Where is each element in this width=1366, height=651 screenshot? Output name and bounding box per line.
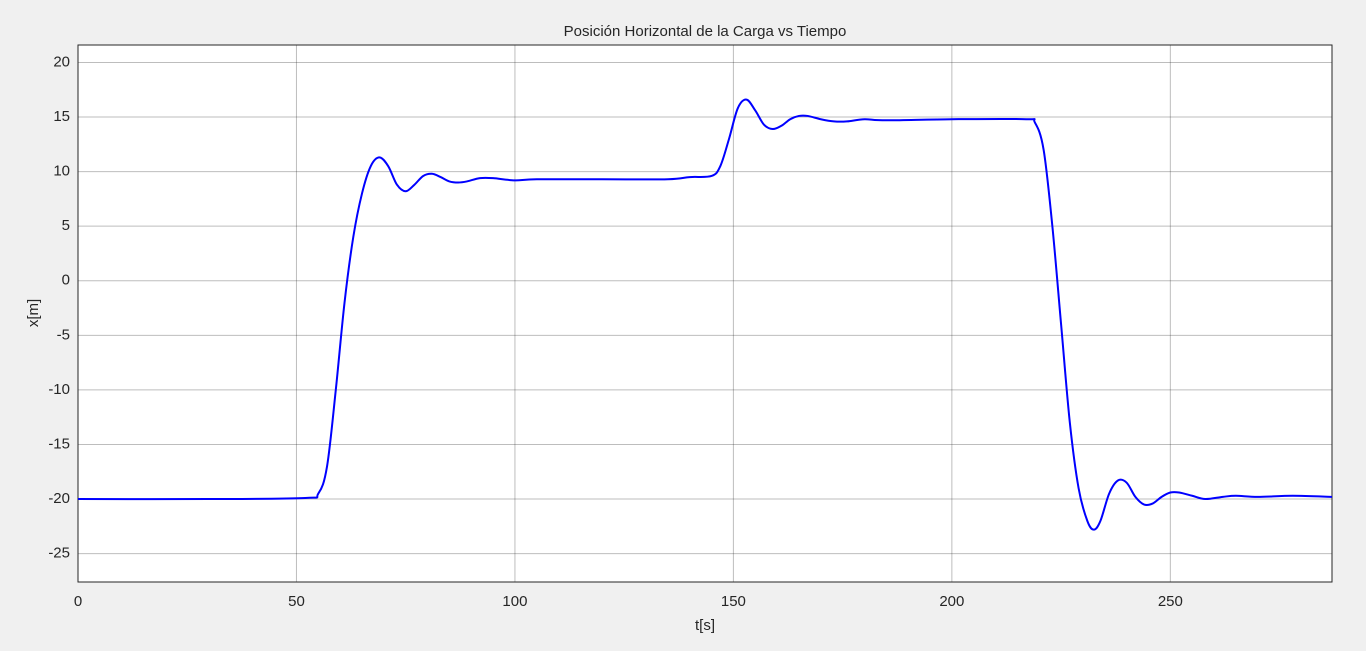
y-tick-label: -15	[48, 435, 70, 452]
y-tick-label: -10	[48, 381, 70, 398]
y-tick-label: 5	[62, 217, 70, 234]
x-tick-label: 100	[502, 593, 527, 610]
x-axis-label: t[s]	[695, 617, 715, 634]
y-tick-label: -5	[57, 326, 70, 343]
y-tick-label: 20	[53, 53, 70, 70]
y-tick-label: 0	[62, 272, 70, 289]
x-tick-label: 50	[288, 593, 305, 610]
x-tick-label: 200	[939, 593, 964, 610]
y-tick-label: 10	[53, 163, 70, 180]
y-tick-label: -25	[48, 545, 70, 562]
plot-area	[77, 44, 1333, 583]
chart-title: Posición Horizontal de la Carga vs Tiemp…	[564, 23, 847, 40]
x-tick-label: 150	[721, 593, 746, 610]
y-axis-label: x[m]	[25, 299, 42, 327]
data-line	[77, 98, 1333, 531]
y-tick-label: -20	[48, 490, 70, 507]
x-tick-label: 250	[1158, 593, 1183, 610]
x-tick-label: 0	[74, 593, 82, 610]
y-tick-label: 15	[53, 108, 70, 125]
